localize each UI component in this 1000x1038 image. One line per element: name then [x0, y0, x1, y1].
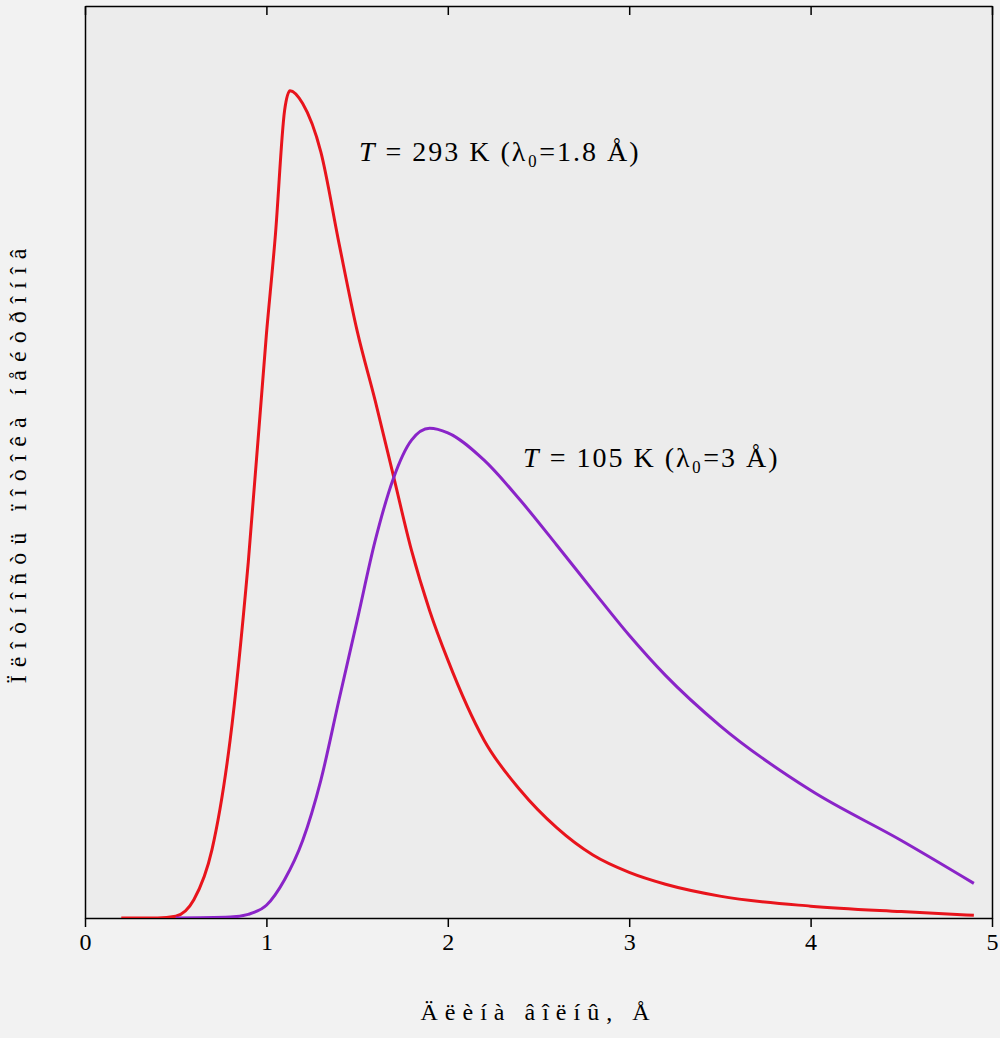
- y-axis: [85, 7, 86, 919]
- annotation: T = 105 K (λ₀=3 Å): [523, 442, 780, 473]
- x-top-tick: [266, 6, 267, 15]
- x-axis: 0 1 2 3 4 5: [80, 918, 999, 955]
- x-tick: 3: [624, 918, 636, 955]
- plot-background: [85, 6, 992, 918]
- x-top-tick: [448, 6, 449, 15]
- frame-right-line: [992, 7, 994, 919]
- x-tick-mark: [992, 918, 994, 927]
- x-axis-top: [86, 6, 993, 15]
- x-tick-label: 0: [80, 929, 92, 955]
- x-tick-mark: [629, 918, 631, 927]
- x-top-tick-mark: [266, 6, 268, 15]
- x-top-tick-mark: [629, 6, 631, 15]
- frame-top: [86, 6, 993, 8]
- x-tick-label: 5: [987, 929, 999, 955]
- x-tick-label: 2: [442, 929, 454, 955]
- frame-right: [992, 7, 993, 919]
- x-tick-mark: [810, 918, 812, 927]
- series-group: [121, 91, 974, 918]
- x-tick: 2: [442, 918, 454, 955]
- y-axis-line: [85, 7, 87, 919]
- x-top-tick-mark: [448, 6, 450, 15]
- series-line: [176, 428, 974, 918]
- x-top-tick: [629, 6, 630, 15]
- x-top-tick-mark: [810, 6, 812, 15]
- y-axis-title: Ïëîòíîñòü ïîòîêà íåéòðîíîâ: [5, 241, 31, 684]
- x-top-tick: [811, 6, 812, 15]
- x-tick-label: 3: [624, 929, 636, 955]
- x-tick-mark: [85, 918, 87, 927]
- plot: 0 1 2 3 4 5 T = 293 K (λ₀=1.8 Å) T = 105 K (λ₀=…: [80, 6, 999, 955]
- series-line: [121, 91, 974, 918]
- x-tick-mark: [266, 918, 268, 927]
- x-tick-label: 1: [261, 929, 273, 955]
- x-tick: 0: [80, 918, 92, 955]
- annotation: T = 293 K (λ₀=1.8 Å): [359, 136, 641, 167]
- x-tick: 5: [987, 918, 999, 955]
- x-tick: 1: [261, 918, 273, 955]
- x-axis-title: Äëèíà âîëíû, Å: [421, 999, 657, 1025]
- x-tick: 4: [805, 918, 817, 955]
- x-tick-label: 4: [805, 929, 817, 955]
- chart: 0 1 2 3 4 5 T = 293 K (λ₀=1.8 Å) T = 105 K (λ₀=…: [0, 0, 1000, 1038]
- x-tick-mark: [448, 918, 450, 927]
